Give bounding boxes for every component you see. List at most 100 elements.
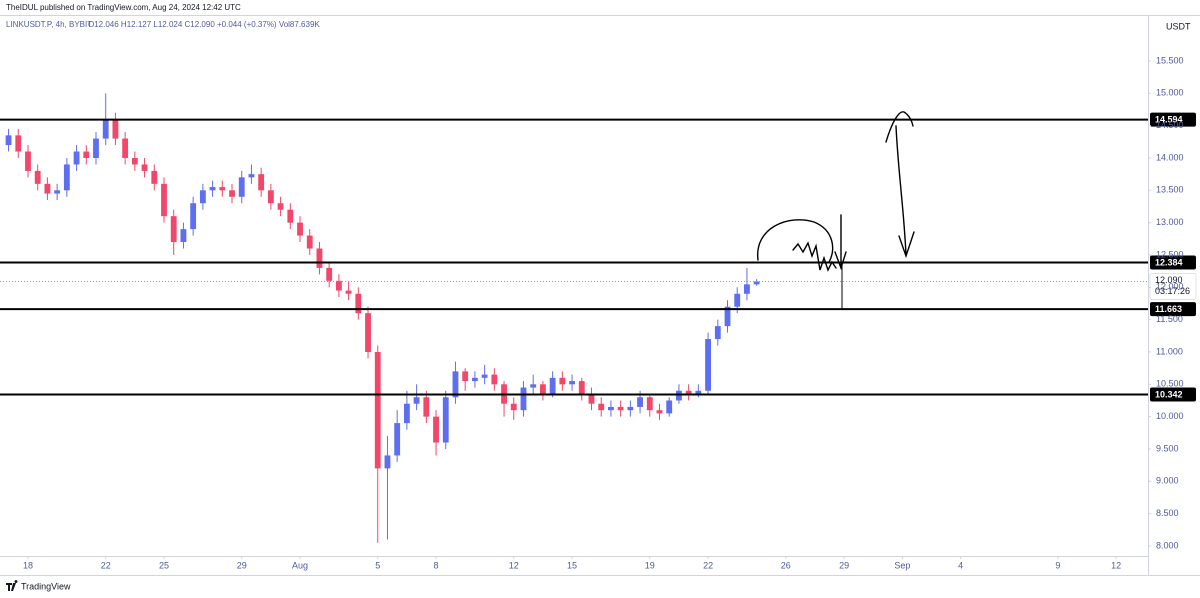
candle-body [345, 290, 352, 294]
candle-body [170, 216, 177, 243]
plot-area [0, 93, 1148, 543]
candle-body [151, 170, 158, 184]
candle-body [656, 410, 663, 414]
level-label-box [1150, 112, 1196, 127]
candle-body [374, 351, 381, 469]
candle-body [44, 183, 51, 194]
candle-body [520, 387, 527, 411]
y-tick-label: 8.000 [1156, 540, 1179, 550]
candle-body [676, 390, 682, 401]
candle-body [54, 190, 61, 194]
candle-body [5, 135, 12, 146]
candle-body [25, 151, 31, 171]
candle-body [598, 403, 605, 411]
candle-body [277, 203, 284, 210]
candle-body [666, 400, 673, 414]
y-tick-label: 13.000 [1156, 217, 1184, 227]
y-tick-label: 14.000 [1156, 152, 1184, 162]
level-label: 14.594 [1155, 114, 1183, 124]
candle-body [627, 406, 634, 411]
candle-body [63, 164, 70, 191]
candle-body [93, 138, 99, 158]
candle-body [617, 406, 624, 411]
candle-body [335, 280, 342, 291]
candle-body [608, 406, 614, 411]
candle-body [530, 384, 537, 388]
y-tick-label: 12.500 [1156, 249, 1184, 259]
candle-body [326, 267, 333, 281]
y-tick-label: 9.500 [1156, 443, 1179, 453]
x-tick-label: 29 [237, 560, 247, 570]
candle-body [306, 235, 313, 249]
x-tick-label: 29 [839, 560, 849, 570]
candle-body [491, 374, 498, 385]
countdown-label: 03:17:26 [1155, 286, 1190, 296]
candle-body [229, 190, 235, 197]
x-tick-label: 26 [781, 560, 791, 570]
candle-body [734, 293, 741, 307]
level-label-box [1150, 255, 1196, 270]
candle-body [365, 313, 371, 352]
y-tick-label: 13.500 [1156, 185, 1184, 195]
x-tick-label: 22 [703, 560, 713, 570]
x-tick-label: 9 [1055, 560, 1060, 570]
candle-body [209, 187, 216, 191]
y-tick-label: 10.500 [1156, 379, 1184, 389]
candle-body [744, 284, 750, 294]
symbol-label: LINKUSDT.P, 4h, BYBIT [6, 20, 92, 29]
candle-body [112, 119, 119, 139]
x-tick-label: 18 [23, 560, 33, 570]
legend: LINKUSDT.P, 4h, BYBIT O12.046 H12.127 L1… [6, 20, 320, 29]
candle-body [238, 177, 245, 197]
candle-body [131, 157, 138, 165]
x-tick-label: 5 [375, 560, 380, 570]
candle-body [569, 381, 575, 385]
candle-body [267, 190, 274, 204]
y-tick-label: 11.500 [1156, 314, 1183, 324]
candle-body [34, 170, 41, 184]
candle-body [705, 339, 711, 391]
y-tick-label: 10.000 [1156, 411, 1184, 421]
logo-text: TradingView [21, 581, 71, 591]
y-tick-label: 12.000 [1156, 282, 1184, 292]
candle-body [83, 151, 90, 158]
candle-body [403, 403, 410, 424]
candle-body [355, 293, 362, 314]
candle-body [15, 135, 22, 152]
currency-label: USDT [1166, 21, 1191, 31]
candle-body [471, 377, 478, 382]
x-tick-label: Sep [894, 560, 910, 570]
x-tick-label: 12 [509, 560, 519, 570]
candle-body [442, 397, 449, 443]
candle-body [122, 138, 129, 158]
candle-body [714, 326, 721, 340]
candle-body [510, 403, 517, 411]
candle-body [753, 281, 760, 285]
candle-body [549, 377, 556, 395]
candle-body [695, 390, 702, 395]
x-tick-label: Aug [292, 560, 308, 570]
candle-body [646, 397, 653, 411]
y-tick-label: 8.500 [1156, 508, 1179, 518]
footer: TradingView [6, 579, 71, 591]
candle-body [161, 183, 167, 217]
x-tick-label: 8 [434, 560, 439, 570]
y-tick-label: 11.000 [1156, 346, 1183, 356]
candle-body [199, 190, 206, 204]
candle-body [384, 455, 391, 469]
candle-body [258, 174, 265, 191]
candle-body [481, 374, 488, 378]
x-tick-label: 19 [645, 560, 655, 570]
candle-body [423, 397, 430, 417]
candle-body [452, 371, 459, 398]
candle-body [180, 229, 187, 243]
y-tick-label: 15.500 [1156, 55, 1184, 65]
last-price-box [1149, 272, 1197, 300]
x-tick-label: 22 [101, 560, 111, 570]
logo-icon [6, 579, 18, 591]
level-label: 11.663 [1155, 304, 1182, 314]
candle-body [394, 423, 401, 456]
candle-body [316, 248, 323, 268]
